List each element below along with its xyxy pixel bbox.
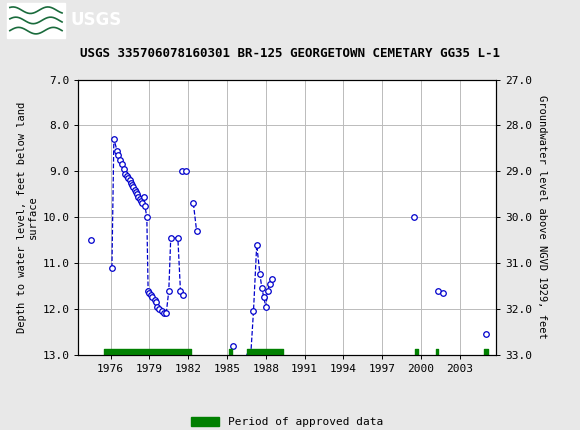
Text: USGS 335706078160301 BR-125 GEORGETOWN CEMETARY GG35 L-1: USGS 335706078160301 BR-125 GEORGETOWN C… [80,47,500,60]
FancyBboxPatch shape [7,3,65,37]
Text: USGS: USGS [71,12,122,29]
Y-axis label: Depth to water level, feet below land
surface: Depth to water level, feet below land su… [16,101,38,333]
Legend: Period of approved data: Period of approved data [187,413,387,430]
Y-axis label: Groundwater level above NGVD 1929, feet: Groundwater level above NGVD 1929, feet [538,95,548,339]
